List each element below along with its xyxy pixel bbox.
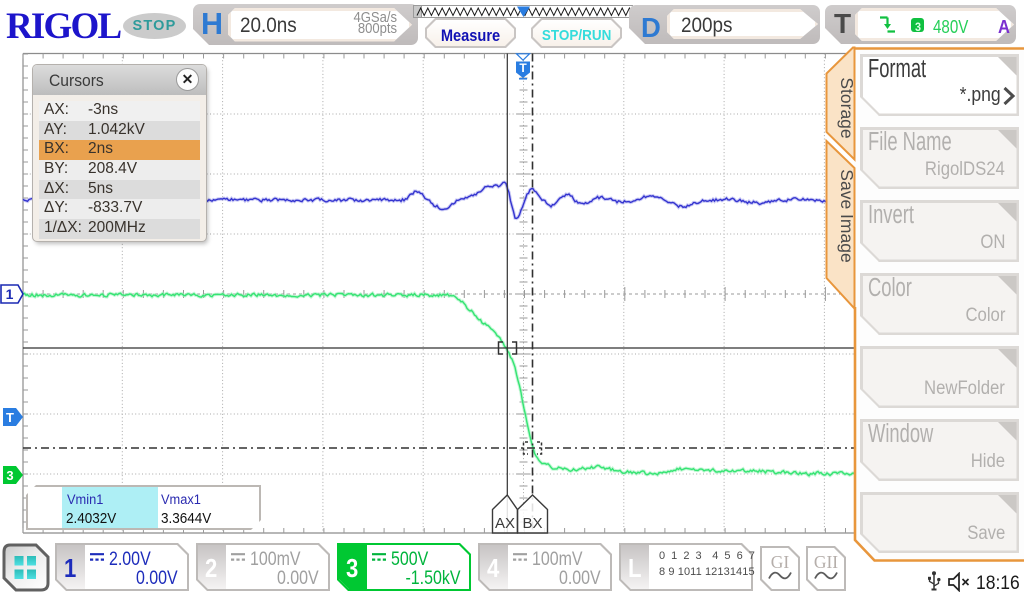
svg-text:3: 3 bbox=[6, 468, 13, 483]
svg-text:T: T bbox=[519, 61, 527, 75]
svg-text:Storage: Storage bbox=[837, 77, 857, 138]
svg-text:Save Image: Save Image bbox=[837, 169, 857, 262]
svg-text:BX: BX bbox=[522, 515, 542, 532]
svg-text:1: 1 bbox=[6, 286, 14, 302]
svg-text:T: T bbox=[6, 410, 14, 425]
svg-text:AX: AX bbox=[495, 515, 515, 532]
